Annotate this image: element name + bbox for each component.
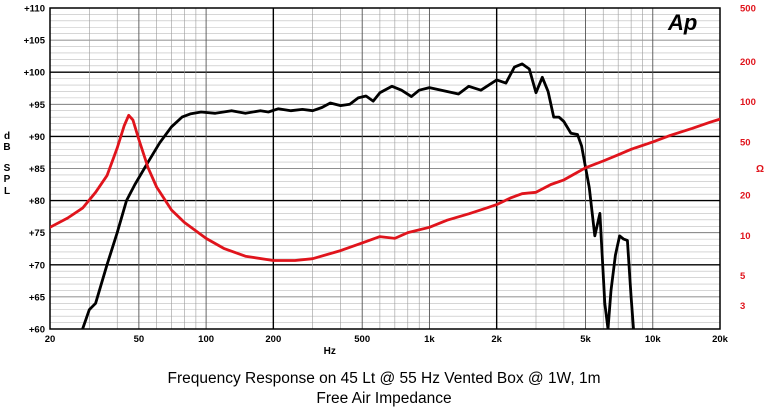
x-tick-label: 200 bbox=[265, 334, 281, 345]
y-tick-label: +80 bbox=[29, 196, 45, 207]
y-tick-label: +60 bbox=[29, 325, 45, 336]
y2-tick-label: 5 bbox=[740, 271, 746, 282]
y-axis-label-letter: L bbox=[4, 186, 10, 197]
x-tick-label: 50 bbox=[134, 334, 145, 345]
y2-tick-label: 3 bbox=[740, 301, 745, 312]
spl-response-line bbox=[81, 62, 635, 329]
y2-tick-label: 20 bbox=[740, 191, 751, 202]
y-tick-label: +65 bbox=[29, 292, 46, 303]
x-tick-label: 1k bbox=[424, 334, 435, 345]
x-tick-label: 5k bbox=[580, 334, 591, 345]
x-tick-label: 10k bbox=[645, 334, 662, 345]
x-tick-label: 20k bbox=[712, 334, 729, 345]
chart-subtitle: Free Air Impedance bbox=[316, 390, 452, 407]
y-tick-label: +85 bbox=[29, 164, 46, 175]
x-tick-label: 2k bbox=[491, 334, 502, 345]
y-tick-label: +75 bbox=[29, 228, 46, 239]
y2-tick-label: 500 bbox=[740, 4, 756, 15]
y-axis-label-letter: P bbox=[4, 174, 11, 185]
x-axis-label: Hz bbox=[324, 346, 336, 357]
y-tick-label: +110 bbox=[24, 4, 45, 15]
x-tick-label: 100 bbox=[198, 334, 214, 345]
y-tick-label: +70 bbox=[29, 260, 45, 271]
y-axis-label-letter: d bbox=[4, 131, 10, 142]
y-tick-label: +95 bbox=[29, 100, 46, 111]
chart-title: Frequency Response on 45 Lt @ 55 Hz Vent… bbox=[167, 370, 601, 387]
ap-logo: Ap bbox=[667, 10, 697, 35]
y-axis-label-letter: S bbox=[4, 163, 11, 174]
x-tick-label: 500 bbox=[354, 334, 370, 345]
x-tick-label: 20 bbox=[45, 334, 56, 345]
y-tick-label: +100 bbox=[24, 68, 45, 79]
y2-tick-label: 200 bbox=[740, 57, 756, 68]
y2-tick-label: 50 bbox=[740, 137, 751, 148]
plot-frame bbox=[49, 7, 721, 330]
y2-axis-label: Ω bbox=[756, 164, 764, 175]
y2-tick-label: 10 bbox=[740, 231, 751, 242]
y2-tick-label: 100 bbox=[740, 97, 756, 108]
y-tick-label: +90 bbox=[29, 132, 45, 143]
impedance-line bbox=[50, 113, 720, 262]
y-axis-label-letter: B bbox=[3, 142, 10, 153]
y-tick-label: +105 bbox=[24, 36, 46, 47]
